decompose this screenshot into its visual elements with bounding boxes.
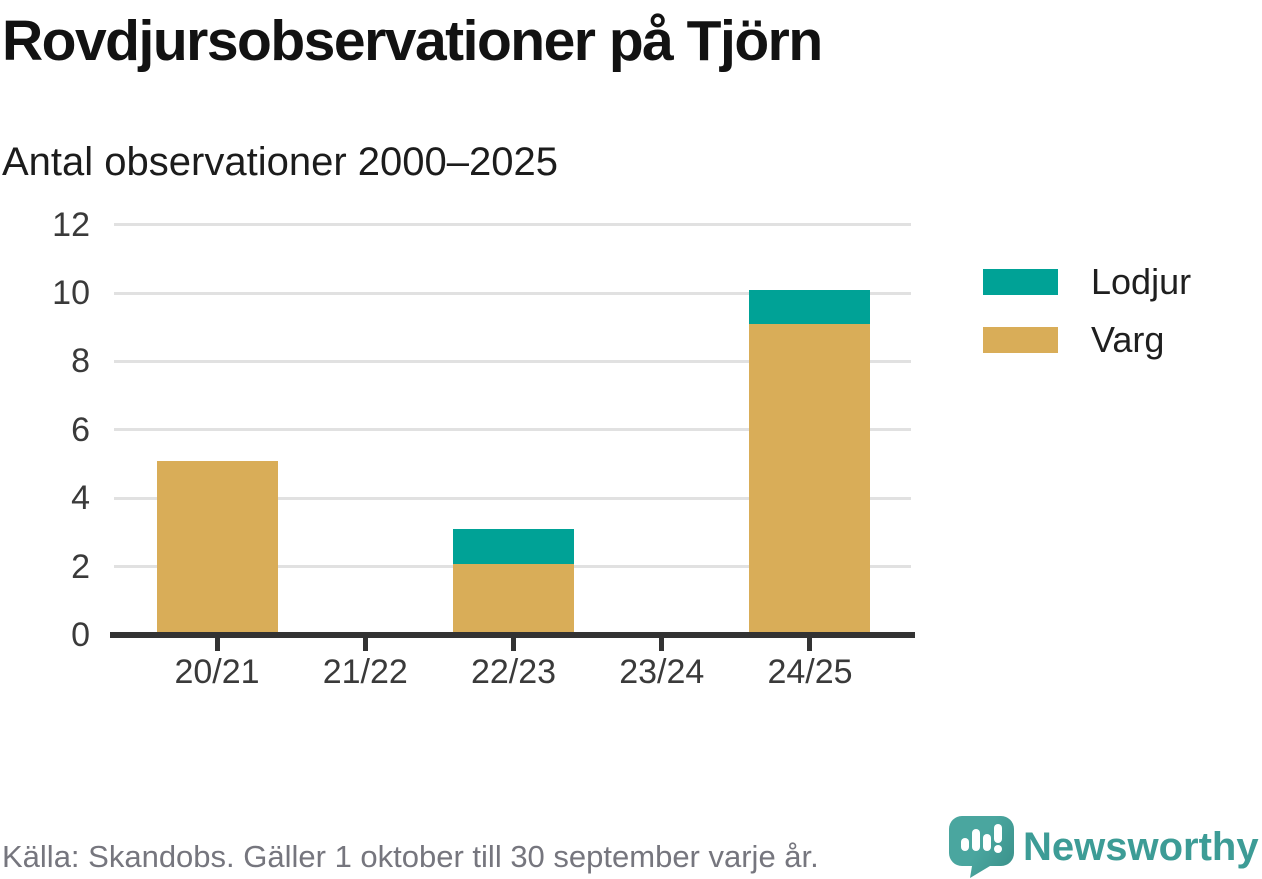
brand-name: Newsworthy — [1023, 825, 1259, 869]
x-axis-label: 21/22 — [322, 653, 408, 691]
x-axis-label: 20/21 — [174, 653, 260, 691]
bar-segment-varg — [453, 563, 574, 632]
y-axis-label: 0 — [71, 616, 90, 654]
legend: Lodjur Varg — [983, 261, 1191, 361]
bar-segment-varg — [749, 324, 871, 632]
gridline — [114, 496, 911, 500]
chart-subtitle: Antal observationer 2000–2025 — [2, 140, 558, 184]
y-axis-label: 12 — [52, 205, 90, 244]
legend-swatch — [983, 327, 1058, 353]
gridline — [114, 428, 911, 432]
y-axis-label: 10 — [52, 274, 90, 312]
x-axis-tick — [214, 638, 220, 651]
bar-segment-lodjur — [749, 290, 871, 325]
chart-title: Rovdjursobservationer på Tjörn — [2, 9, 823, 73]
legend-item-varg: Varg — [983, 319, 1191, 361]
bar-segment-lodjur — [453, 529, 574, 564]
x-axis-label: 24/25 — [767, 653, 853, 691]
gridline — [114, 359, 911, 363]
newsworthy-logo-icon — [949, 816, 1014, 878]
gridline — [114, 291, 911, 295]
bar-segment-varg — [156, 461, 278, 632]
brand-lockup: Newsworthy — [949, 816, 1259, 879]
x-axis-label: 22/23 — [470, 653, 557, 691]
legend-item-lodjur: Lodjur — [983, 261, 1191, 303]
x-axis-label: 23/24 — [619, 653, 705, 691]
source-note: Källa: Skandobs. Gäller 1 oktober till 3… — [2, 839, 819, 874]
y-axis-label: 4 — [71, 479, 90, 518]
legend-label: Lodjur — [1091, 261, 1192, 302]
y-axis-label: 2 — [71, 547, 90, 586]
x-axis-tick — [807, 638, 813, 651]
legend-label: Varg — [1091, 319, 1165, 360]
x-axis-tick — [362, 638, 368, 651]
y-axis-label: 8 — [71, 342, 90, 381]
y-axis-label: 6 — [71, 410, 90, 449]
x-axis-line — [110, 632, 915, 638]
legend-swatch — [983, 269, 1058, 295]
x-axis-tick — [659, 638, 665, 651]
x-axis-tick — [511, 638, 516, 651]
gridline — [114, 223, 911, 227]
